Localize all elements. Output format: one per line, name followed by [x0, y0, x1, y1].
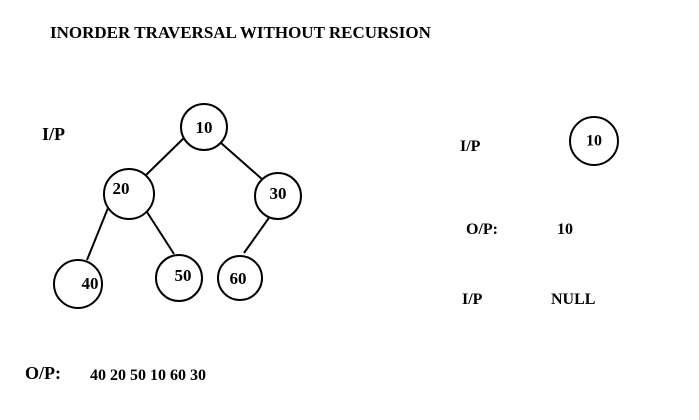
- tree-node-20: 20: [103, 168, 155, 220]
- output-label-tree: O/P:: [25, 363, 61, 383]
- tree-edges: [86, 135, 272, 261]
- tree-node-40: 40: [53, 259, 103, 309]
- tree-node-60: 60: [217, 255, 263, 301]
- edge-10-20: [145, 135, 187, 176]
- node-label: 60: [230, 269, 247, 288]
- edge-20-40: [86, 207, 109, 261]
- output-label-single: O/P:: [466, 221, 498, 238]
- edge-10-30: [220, 142, 264, 181]
- input-label-null: I/P: [462, 291, 483, 308]
- tree-node-10: 10: [180, 103, 228, 151]
- node-label: 10: [586, 133, 602, 150]
- node-label: 10: [196, 118, 213, 137]
- edge-20-50: [146, 211, 175, 255]
- tree-node-50: 50: [155, 254, 203, 302]
- node-label: 50: [175, 266, 192, 285]
- input-label-single: I/P: [460, 138, 481, 155]
- output-value-single: 10: [557, 221, 573, 238]
- single-node-10: 10: [569, 116, 619, 166]
- node-label: 30: [270, 184, 287, 203]
- output-value-tree: 40 20 50 10 60 30: [90, 367, 206, 384]
- tree-node-30: 30: [254, 172, 302, 220]
- diagram-title: INORDER TRAVERSAL WITHOUT RECURSION: [50, 23, 432, 42]
- edge-30-60: [243, 214, 272, 254]
- input-label-tree: I/P: [42, 124, 65, 144]
- null-value: NULL: [551, 291, 595, 308]
- node-label: 20: [113, 179, 130, 198]
- node-label: 40: [82, 274, 99, 293]
